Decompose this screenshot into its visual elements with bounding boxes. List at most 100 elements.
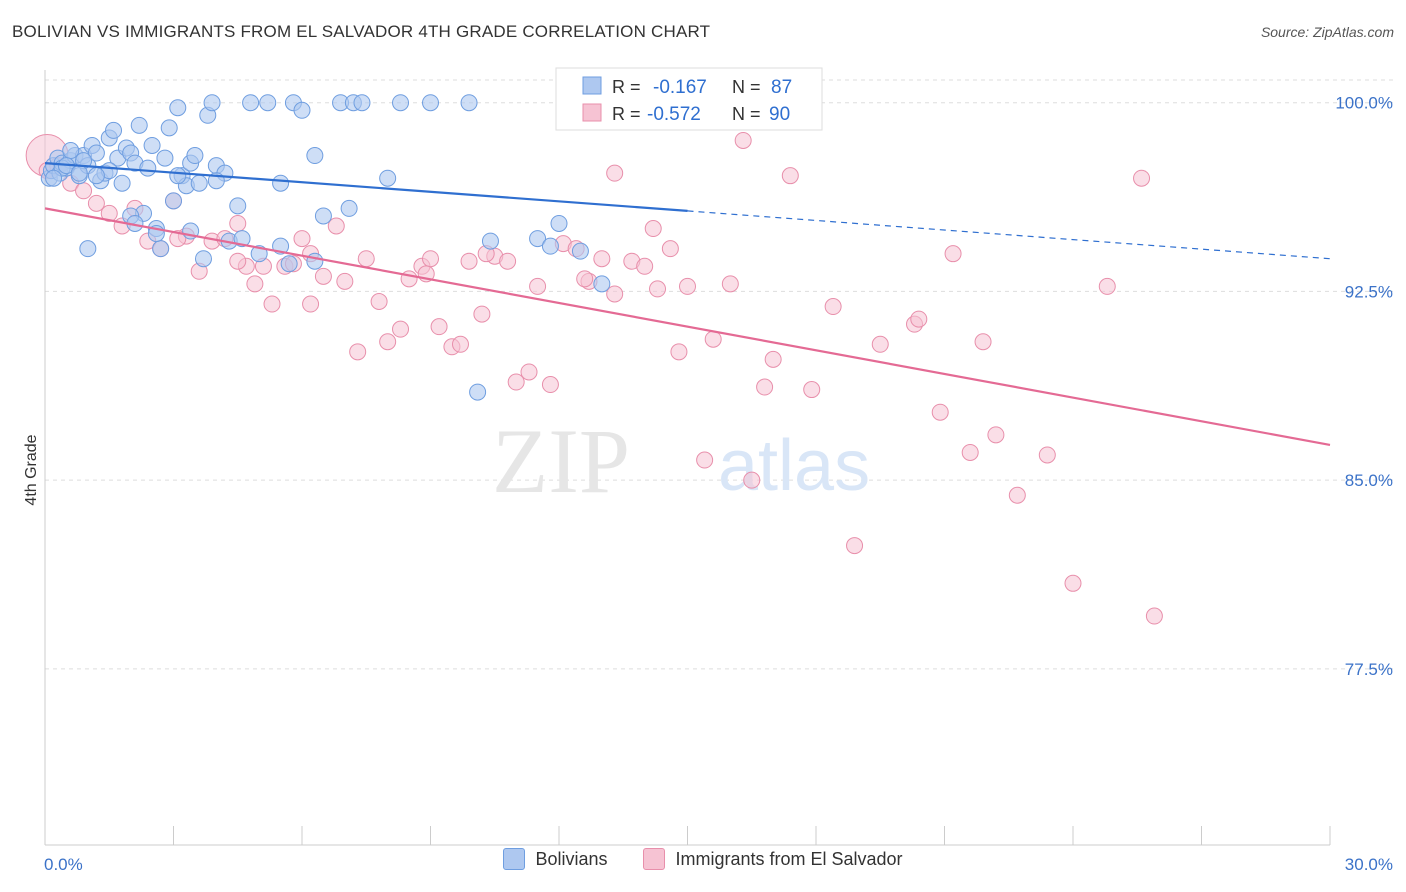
data-point bbox=[379, 169, 397, 187]
data-point bbox=[541, 237, 559, 255]
data-point bbox=[451, 335, 469, 353]
data-point bbox=[229, 197, 247, 215]
data-point bbox=[846, 537, 864, 555]
series-el-salvador-points bbox=[25, 131, 1163, 625]
data-point bbox=[259, 94, 277, 112]
data-point bbox=[756, 378, 774, 396]
trend-line-el-salvador bbox=[44, 207, 1331, 447]
data-point bbox=[156, 149, 174, 167]
data-point bbox=[460, 252, 478, 270]
watermark-atlas: atlas bbox=[718, 426, 870, 506]
trend-line-bolivians-extrapolated bbox=[687, 210, 1331, 260]
x-tick-label: 0.0% bbox=[44, 855, 83, 874]
data-point bbox=[306, 147, 324, 165]
data-point bbox=[961, 443, 979, 461]
data-point bbox=[229, 214, 247, 232]
data-point bbox=[499, 252, 517, 270]
data-point bbox=[314, 207, 332, 225]
data-point bbox=[541, 376, 559, 394]
data-point bbox=[400, 270, 418, 288]
data-point bbox=[349, 343, 367, 361]
data-point bbox=[974, 333, 992, 351]
data-point bbox=[670, 343, 688, 361]
data-point bbox=[910, 310, 928, 328]
data-point bbox=[593, 275, 611, 293]
data-point bbox=[79, 240, 97, 258]
data-point bbox=[293, 230, 311, 248]
data-point bbox=[704, 330, 722, 348]
data-point bbox=[529, 230, 547, 248]
data-point bbox=[871, 335, 889, 353]
data-point bbox=[160, 119, 178, 137]
data-point bbox=[169, 99, 187, 117]
y-axis-label: 4th Grade bbox=[23, 434, 40, 505]
data-point bbox=[1064, 574, 1082, 592]
data-point bbox=[293, 101, 311, 119]
stats-legend-box: R = -0.167 N = 87 R = -0.572 N = 90 bbox=[555, 67, 823, 131]
data-point bbox=[644, 220, 662, 238]
data-point bbox=[353, 94, 371, 112]
data-point bbox=[203, 94, 221, 112]
data-point bbox=[944, 245, 962, 263]
data-point bbox=[340, 199, 358, 217]
data-point bbox=[100, 204, 118, 222]
data-point bbox=[87, 167, 105, 185]
data-point bbox=[1098, 277, 1116, 295]
legend-item-el-salvador: Immigrants from El Salvador bbox=[643, 848, 903, 870]
data-point bbox=[507, 373, 525, 391]
chart-source: Source: ZipAtlas.com bbox=[1260, 24, 1394, 40]
data-point bbox=[370, 292, 388, 310]
data-point bbox=[1133, 169, 1151, 187]
data-point bbox=[473, 305, 491, 323]
data-point bbox=[302, 295, 320, 313]
legend-label-bolivians: Bolivians bbox=[535, 848, 608, 869]
data-point bbox=[169, 167, 187, 185]
stats-n-value: 87 bbox=[771, 77, 792, 98]
data-point bbox=[987, 426, 1005, 444]
data-point bbox=[379, 333, 397, 351]
data-point bbox=[336, 272, 354, 290]
y-tick-label: 100.0% bbox=[1335, 94, 1393, 113]
data-point bbox=[263, 295, 281, 313]
data-point bbox=[229, 252, 247, 270]
data-point bbox=[781, 167, 799, 185]
data-point bbox=[679, 277, 696, 295]
legend-swatch-pink bbox=[643, 848, 666, 870]
data-point bbox=[190, 174, 208, 192]
stats-n-value: 90 bbox=[769, 104, 790, 125]
data-point bbox=[327, 217, 345, 235]
stats-r-label: R = bbox=[612, 77, 641, 97]
data-point bbox=[45, 169, 63, 187]
data-point bbox=[606, 164, 624, 182]
data-point bbox=[165, 192, 182, 210]
chart-legend: Bolivians Immigrants from El Salvador bbox=[0, 848, 1406, 870]
data-point bbox=[460, 94, 478, 112]
data-point bbox=[721, 275, 739, 293]
data-point bbox=[764, 350, 782, 368]
data-point bbox=[87, 144, 105, 162]
data-point bbox=[743, 471, 761, 489]
data-point bbox=[306, 252, 324, 270]
gridlines bbox=[45, 79, 1395, 670]
stats-swatch-pink bbox=[582, 103, 602, 122]
data-point bbox=[593, 250, 611, 268]
data-point bbox=[696, 451, 714, 469]
data-point bbox=[105, 121, 123, 139]
data-point bbox=[606, 285, 624, 303]
data-point bbox=[70, 164, 88, 182]
series-bolivians-points bbox=[40, 94, 611, 401]
data-point bbox=[636, 257, 654, 275]
data-point bbox=[392, 94, 410, 112]
x-tick-label: 30.0% bbox=[1345, 855, 1393, 874]
stats-r-value: -0.167 bbox=[653, 77, 707, 98]
data-point bbox=[233, 230, 251, 248]
data-point bbox=[661, 240, 679, 258]
data-point bbox=[242, 94, 260, 112]
data-point bbox=[422, 250, 439, 268]
data-point bbox=[186, 147, 204, 165]
data-point bbox=[529, 277, 547, 295]
data-point bbox=[87, 194, 105, 212]
data-point bbox=[520, 363, 538, 381]
data-point bbox=[143, 136, 161, 154]
